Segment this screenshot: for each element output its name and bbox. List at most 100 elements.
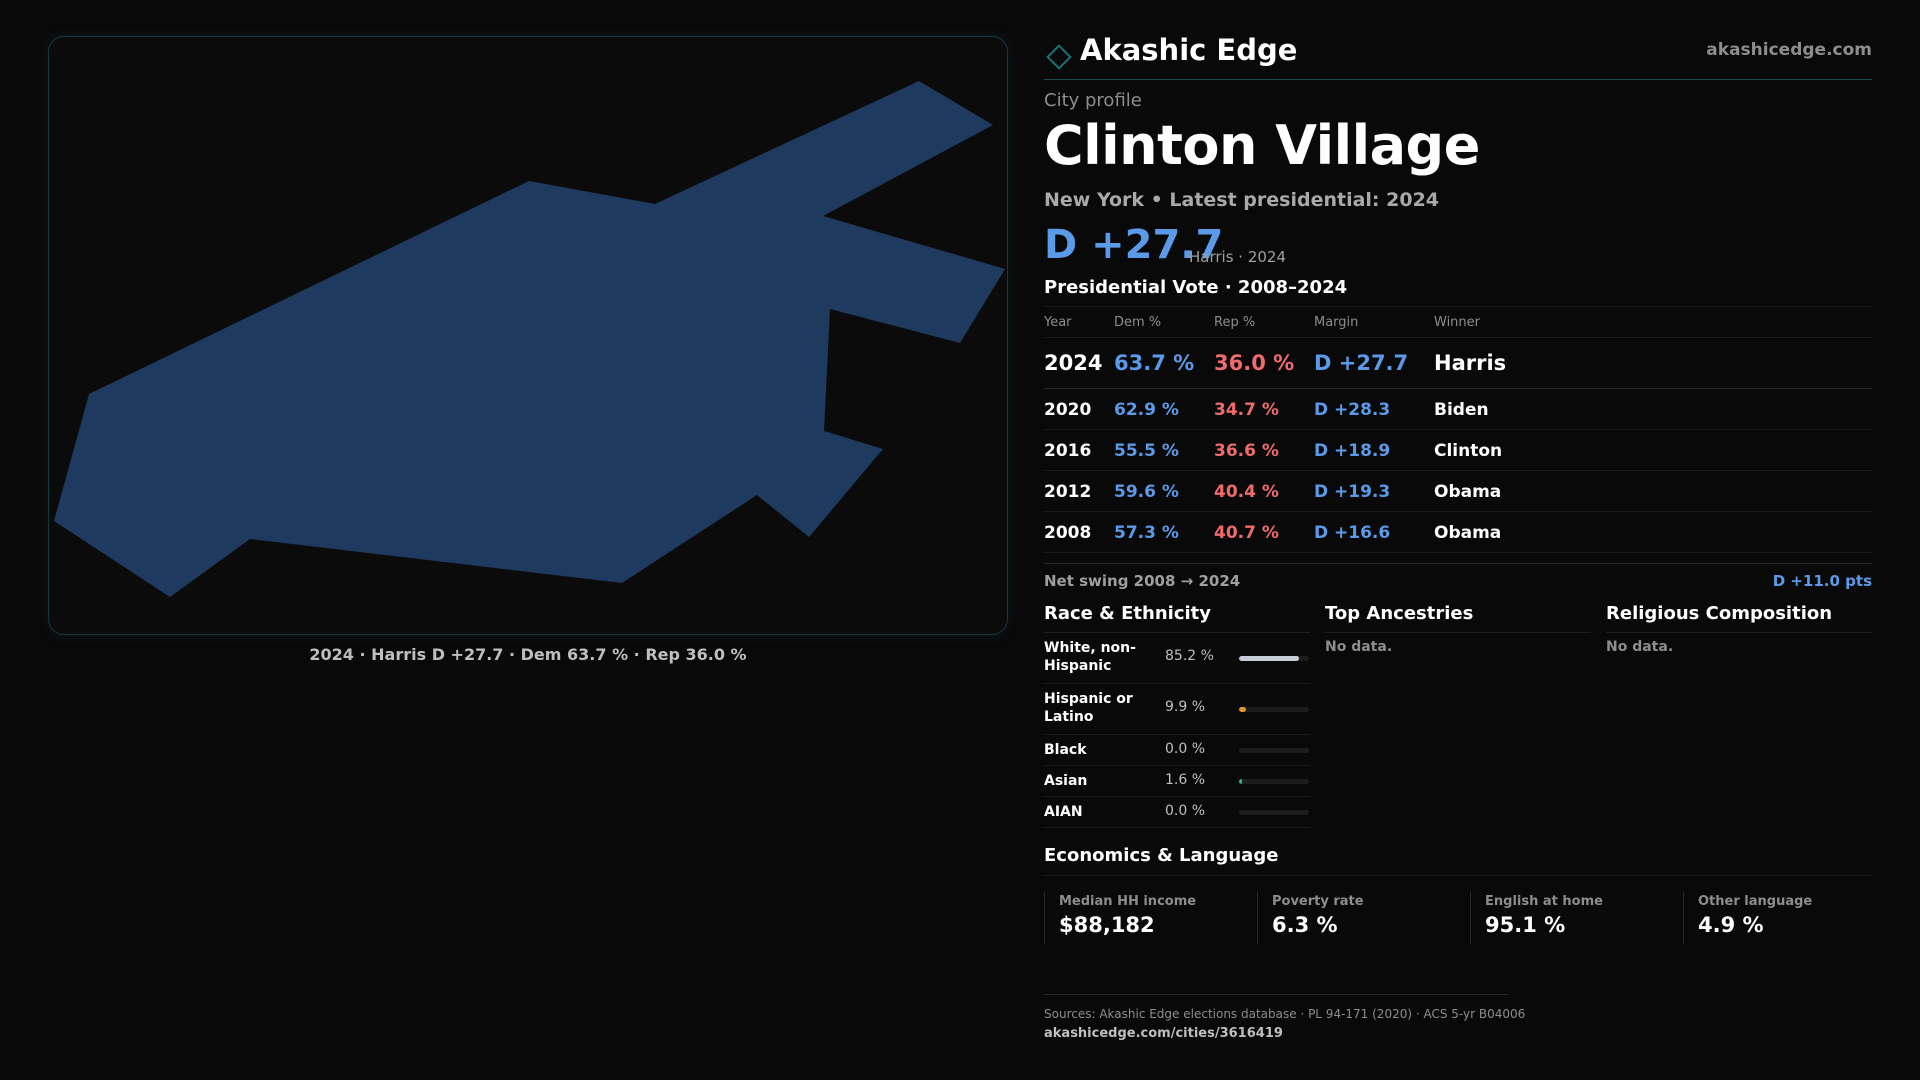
net-swing-value: D +11.0 pts — [1772, 572, 1872, 590]
race-bar-track — [1239, 748, 1309, 753]
race-bar-fill — [1239, 656, 1299, 661]
city-boundary-shape[interactable] — [54, 81, 1005, 597]
brand-name[interactable]: Akashic Edge — [1080, 33, 1298, 67]
cell-year: 2020 — [1044, 400, 1092, 420]
race-percent: 85.2 % — [1165, 648, 1214, 664]
race-label: Hispanic or Latino — [1044, 691, 1133, 725]
race-label: Black — [1044, 742, 1087, 758]
col-header-rep: Rep % — [1214, 315, 1256, 330]
table-row: 2024 63.7 % 36.0 % D +27.7 Harris — [1044, 338, 1872, 389]
stat-median-income: Median HH income $88,182 — [1044, 892, 1257, 944]
cell-winner: Obama — [1434, 523, 1502, 543]
footer-sources: Sources: Akashic Edge elections database… — [1044, 1007, 1526, 1021]
cell-dem: 55.5 % — [1114, 441, 1179, 461]
cell-rep: 36.6 % — [1214, 441, 1279, 461]
cell-winner: Clinton — [1434, 441, 1503, 461]
cell-margin: D +18.9 — [1314, 441, 1391, 461]
stat-label: Other language — [1698, 894, 1813, 909]
cell-margin: D +19.3 — [1314, 482, 1391, 502]
race-row: White, non-Hispanic 85.2 % — [1044, 633, 1310, 684]
ancestries-section-title: Top Ancestries — [1325, 601, 1591, 633]
cell-winner: Harris — [1434, 351, 1507, 375]
cell-year: 2008 — [1044, 523, 1092, 543]
table-row: 2012 59.6 % 40.4 % D +19.3 Obama — [1044, 471, 1872, 512]
stat-value: $88,182 — [1059, 913, 1155, 937]
race-bar-track — [1239, 810, 1309, 815]
footer-link[interactable]: akashicedge.com/cities/3616419 — [1044, 1026, 1283, 1041]
economics-stats: Median HH income $88,182 Poverty rate 6.… — [1044, 892, 1872, 944]
page-eyebrow: City profile — [1044, 90, 1142, 111]
cell-dem: 57.3 % — [1114, 523, 1179, 543]
cell-margin: D +16.6 — [1314, 523, 1391, 543]
race-bar-track — [1239, 707, 1309, 712]
race-label: White, non-Hispanic — [1044, 640, 1136, 674]
map-panel[interactable] — [48, 36, 1008, 635]
table-row: 2016 55.5 % 36.6 % D +18.9 Clinton — [1044, 430, 1872, 471]
stat-label: Median HH income — [1059, 894, 1197, 909]
economics-section-title: Economics & Language — [1044, 845, 1279, 866]
race-percent: 0.0 % — [1165, 803, 1206, 819]
ancestries-empty-text: No data. — [1325, 639, 1393, 655]
cell-dem: 62.9 % — [1114, 400, 1179, 420]
cell-margin: D +28.3 — [1314, 400, 1391, 420]
brand-url-link[interactable]: akashicedge.com — [1706, 40, 1872, 60]
stat-value: 4.9 % — [1698, 913, 1764, 937]
stat-value: 6.3 % — [1272, 913, 1338, 937]
diamond-logo-icon — [1046, 44, 1072, 70]
stat-label: English at home — [1485, 894, 1603, 909]
cell-margin: D +27.7 — [1314, 351, 1409, 375]
cell-winner: Obama — [1434, 482, 1502, 502]
cell-rep: 34.7 % — [1214, 400, 1279, 420]
race-bar-track — [1239, 656, 1309, 661]
stat-label: Poverty rate — [1272, 894, 1364, 909]
stat-poverty-rate: Poverty rate 6.3 % — [1257, 892, 1470, 944]
col-header-year: Year — [1044, 315, 1072, 330]
map-caption: 2024 · Harris D +27.7 · Dem 63.7 % · Rep… — [309, 645, 747, 664]
net-swing-label: Net swing 2008 → 2024 — [1044, 572, 1241, 590]
headline-margin: D +27.7 — [1044, 222, 1224, 268]
race-row: Asian 1.6 % — [1044, 766, 1310, 797]
cell-dem: 63.7 % — [1114, 351, 1195, 375]
ancestries-panel: Top Ancestries No data. — [1325, 601, 1591, 655]
stat-other-language: Other language 4.9 % — [1683, 892, 1896, 944]
race-row: Hispanic or Latino 9.9 % — [1044, 684, 1310, 735]
cell-rep: 36.0 % — [1214, 351, 1295, 375]
race-ethnicity-panel: Race & Ethnicity White, non-Hispanic 85.… — [1044, 601, 1310, 828]
race-percent: 9.9 % — [1165, 699, 1206, 715]
race-bar-track — [1239, 779, 1309, 784]
race-percent: 0.0 % — [1165, 741, 1206, 757]
table-row: 2020 62.9 % 34.7 % D +28.3 Biden — [1044, 389, 1872, 430]
headline-winner: Harris · 2024 — [1189, 248, 1287, 266]
religion-panel: Religious Composition No data. — [1606, 601, 1872, 655]
col-header-margin: Margin — [1314, 315, 1359, 330]
race-row: Black 0.0 % — [1044, 735, 1310, 766]
results-table-header: Year Dem % Rep % Margin Winner — [1044, 307, 1872, 338]
cell-dem: 59.6 % — [1114, 482, 1179, 502]
economics-divider — [1044, 875, 1872, 876]
race-label: Asian — [1044, 773, 1088, 789]
net-swing: Net swing 2008 → 2024 D +11.0 pts — [1044, 563, 1872, 597]
page-title: Clinton Village — [1044, 114, 1480, 177]
cell-year: 2016 — [1044, 441, 1092, 461]
results-table: Year Dem % Rep % Margin Winner 2024 63.7… — [1044, 306, 1872, 553]
race-bar-fill — [1239, 779, 1242, 784]
cell-year: 2024 — [1044, 351, 1103, 375]
cell-rep: 40.4 % — [1214, 482, 1279, 502]
race-section-title: Race & Ethnicity — [1044, 601, 1310, 633]
race-bar-fill — [1239, 707, 1246, 712]
race-label: AIAN — [1044, 804, 1083, 820]
city-profile: Akashic Edge akashicedge.com City profil… — [1044, 0, 1872, 1080]
city-boundary-map[interactable] — [49, 37, 1008, 635]
cell-rep: 40.7 % — [1214, 523, 1279, 543]
race-percent: 1.6 % — [1165, 772, 1206, 788]
race-row: AIAN 0.0 % — [1044, 797, 1310, 828]
religion-section-title: Religious Composition — [1606, 601, 1872, 633]
cell-winner: Biden — [1434, 400, 1489, 420]
stat-value: 95.1 % — [1485, 913, 1566, 937]
results-section-title: Presidential Vote · 2008–2024 — [1044, 277, 1348, 298]
table-row: 2008 57.3 % 40.7 % D +16.6 Obama — [1044, 512, 1872, 553]
page-footer: Sources: Akashic Edge elections database… — [1044, 994, 1526, 1041]
stat-english-at-home: English at home 95.1 % — [1470, 892, 1683, 944]
col-header-dem: Dem % — [1114, 315, 1162, 330]
page-subtitle: New York • Latest presidential: 2024 — [1044, 189, 1440, 211]
